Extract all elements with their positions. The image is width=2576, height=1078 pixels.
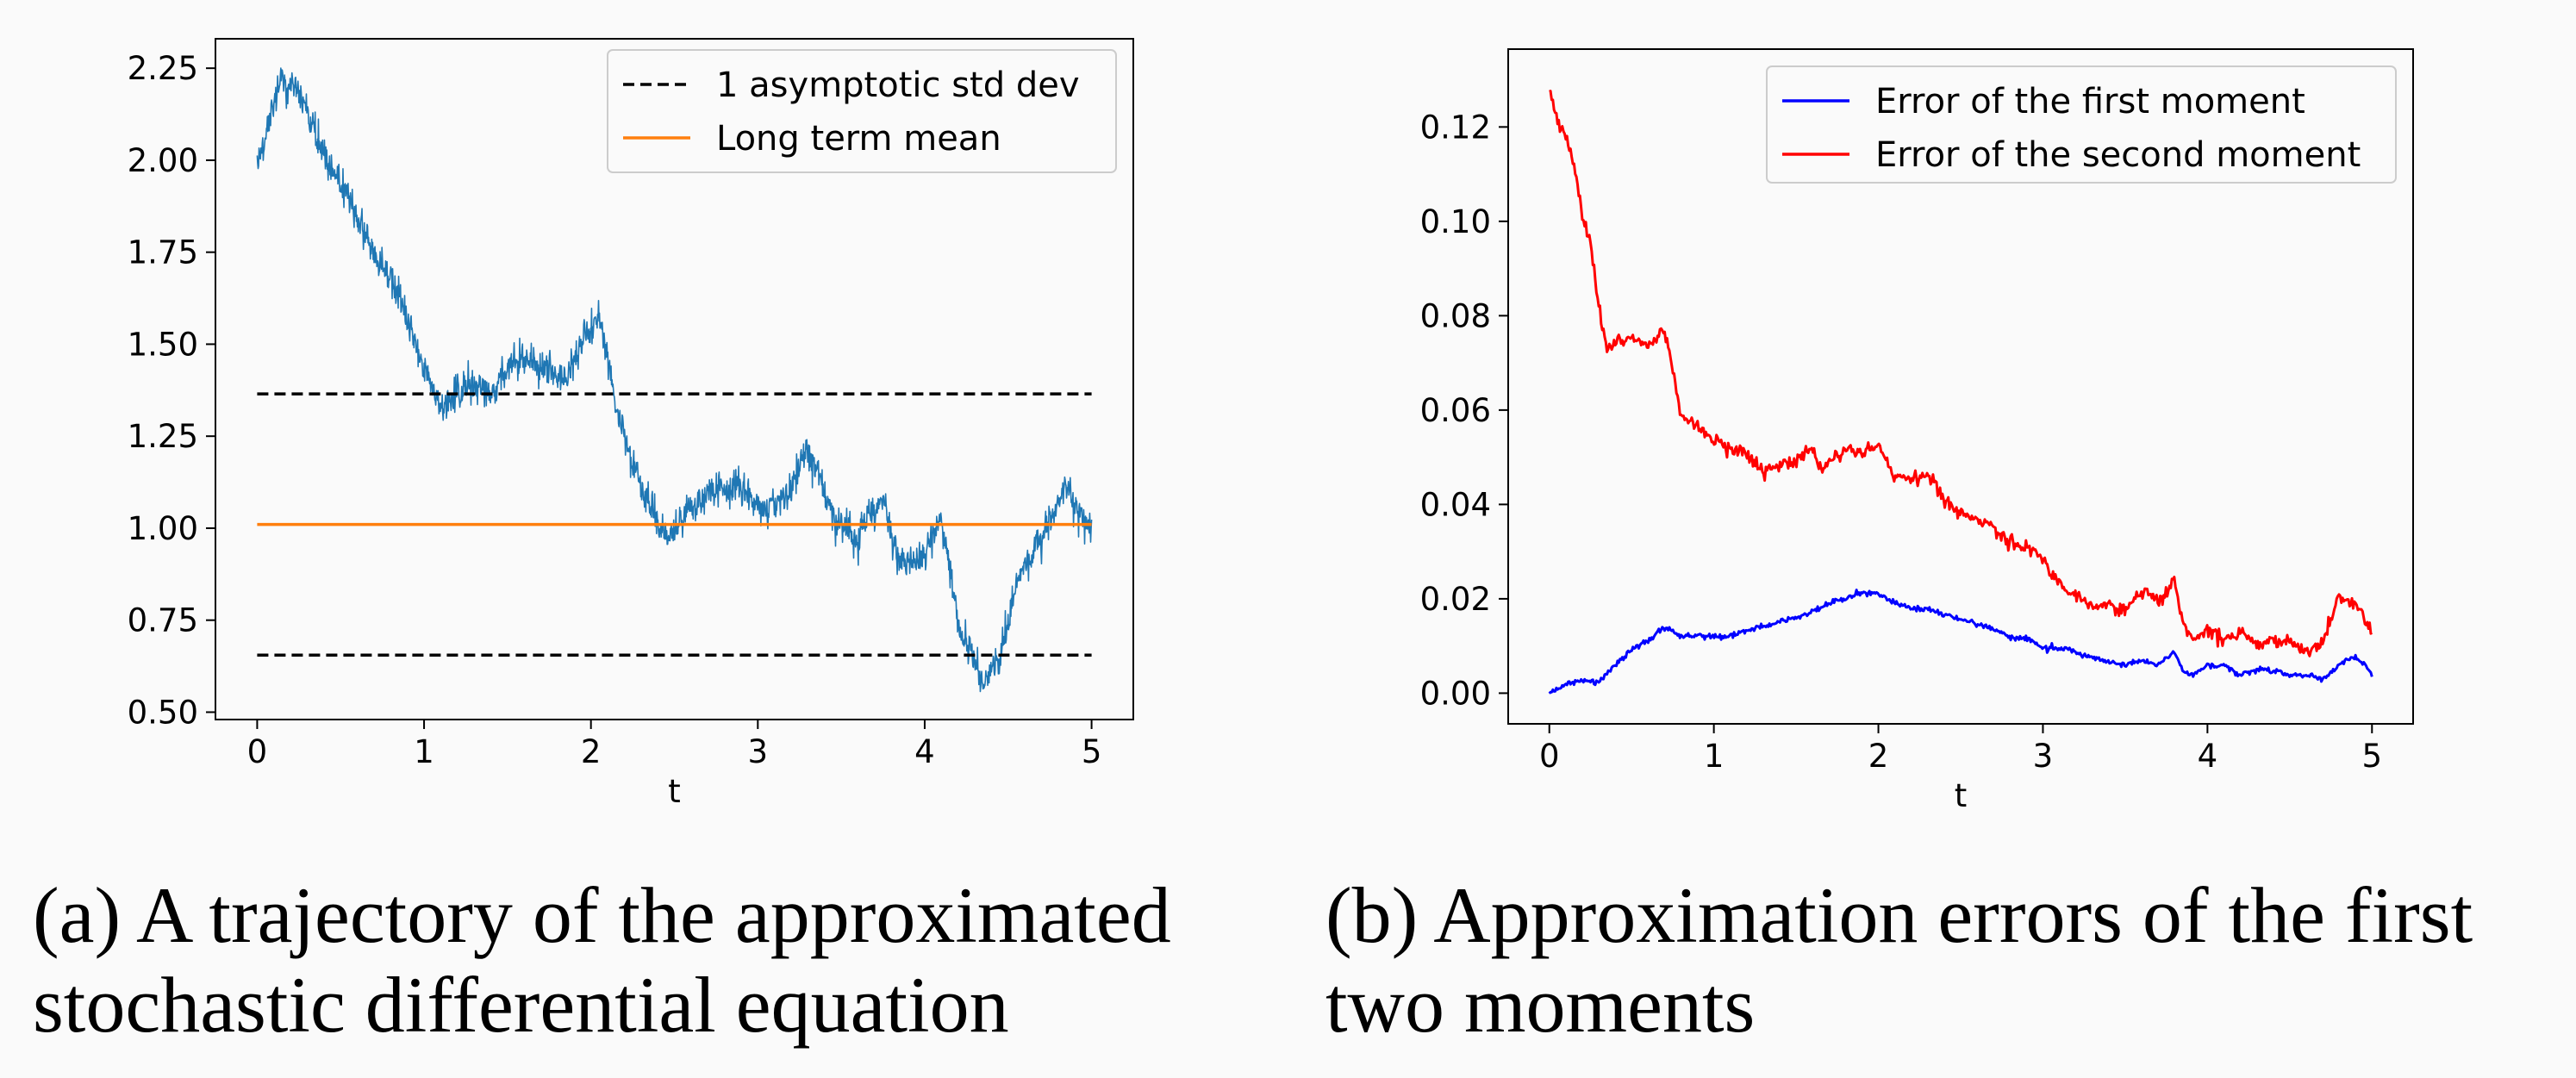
x-axis-label: t	[668, 773, 681, 810]
second-moment-error-line	[1549, 90, 2373, 657]
caption-a-line-2: stochastic differential equation	[33, 961, 1009, 1049]
legend-entry: 1 asymptotic std dev	[716, 65, 1080, 105]
y-tick-label: 0.12	[1420, 109, 1491, 146]
y-tick-label: 2.25	[128, 50, 198, 87]
caption-a: (a) A trajectory of the approximated sto…	[33, 870, 1291, 1050]
x-tick-label: 0	[1539, 738, 1560, 775]
axes-frame	[1507, 48, 2414, 725]
trajectory-line	[256, 67, 1093, 693]
legend-box	[1766, 65, 2397, 184]
x-tick-label: 5	[2361, 738, 2382, 775]
y-tick-label: 2.00	[128, 142, 198, 179]
axes-frame	[215, 38, 1134, 720]
x-tick-label: 2	[581, 733, 602, 770]
x-tick-label: 3	[2033, 738, 2054, 775]
x-tick-label: 4	[2198, 738, 2218, 775]
x-tick-label: 1	[414, 733, 434, 770]
y-tick-label: 0.08	[1420, 297, 1491, 334]
legend: 1 asymptotic std dev Long term mean	[607, 49, 1117, 173]
figure-canvas: 0 1 2 3 4 5 0.50 0.75 1.00 1.25 1.50 1.75 2.00 2.25 t 1…	[128, 38, 2414, 814]
y-tick-label: 0.02	[1420, 581, 1491, 618]
x-tick-label: 1	[1704, 738, 1725, 775]
x-tick-label: 0	[247, 733, 268, 770]
legend-entry: Long term mean	[716, 119, 1001, 159]
legend-entry: Error of the second moment	[1875, 135, 2361, 175]
y-tick-label: 0.10	[1420, 203, 1491, 240]
y-tick-label: 0.50	[128, 694, 198, 731]
y-tick-label: 1.25	[128, 418, 198, 455]
plot-lines	[1548, 90, 2373, 695]
legend: Error of the first moment Error of the se…	[1766, 65, 2397, 184]
panel-b-error-chart: 0 1 2 3 4 5 0.00 0.02 0.04 0.06 0.08 0.10 0.12 t Error…	[1420, 48, 2414, 814]
x-axis-label: t	[1955, 777, 1968, 814]
x-tick-label: 3	[748, 733, 769, 770]
y-tick-label: 0.06	[1420, 392, 1491, 429]
legend-box	[607, 49, 1117, 173]
caption-b-line-1: (b) Approximation errors of the first	[1325, 871, 2473, 959]
first-moment-error-line	[1548, 589, 2373, 695]
caption-b: (b) Approximation errors of the first tw…	[1325, 870, 2567, 1050]
y-tick-label: 1.75	[128, 234, 198, 271]
y-tick-label: 0.04	[1420, 486, 1491, 523]
caption-b-line-2: two moments	[1325, 961, 1756, 1049]
panel-a-trajectory-chart: 0 1 2 3 4 5 0.50 0.75 1.00 1.25 1.50 1.75 2.00 2.25 t 1…	[128, 38, 1134, 810]
y-tick-label: 0.75	[128, 602, 198, 639]
plot-lines	[256, 67, 1093, 693]
caption-a-line-1: (a) A trajectory of the approximated	[33, 871, 1171, 959]
x-tick-label: 2	[1868, 738, 1889, 775]
x-tick-label: 5	[1082, 733, 1102, 770]
y-tick-label: 0.00	[1420, 675, 1491, 712]
y-tick-label: 1.50	[128, 326, 198, 363]
y-tick-label: 1.00	[128, 510, 198, 547]
x-tick-label: 4	[914, 733, 935, 770]
legend-entry: Error of the first moment	[1875, 82, 2305, 122]
